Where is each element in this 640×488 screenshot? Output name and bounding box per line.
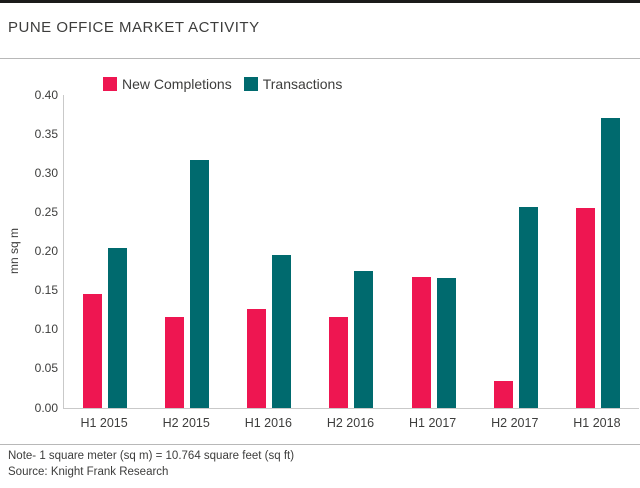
- legend-label: Transactions: [262, 76, 343, 92]
- bar-group: [228, 95, 310, 408]
- plot-area: [63, 95, 639, 409]
- y-tick-label: 0.35: [34, 126, 58, 141]
- new-completions-swatch-icon: [103, 77, 117, 91]
- x-tick-label: H2 2015: [162, 416, 210, 430]
- bar-transactions: [190, 160, 210, 408]
- x-tick-label: H2 2016: [326, 416, 375, 430]
- transactions-swatch-icon: [243, 77, 258, 91]
- bar-transactions: [272, 255, 292, 408]
- x-tick-label: H1 2018: [573, 416, 621, 430]
- x-tick-label: H1 2017: [409, 416, 457, 430]
- bar-group: [557, 95, 639, 408]
- x-tick-label: H2 2017: [491, 416, 539, 430]
- x-tick-label: H1 2015: [80, 416, 128, 430]
- legend-label: New Completions: [122, 76, 232, 92]
- bar-group: [310, 95, 392, 408]
- y-tick-label: 0.30: [34, 165, 58, 180]
- x-axis-labels: H1 2015 H2 2015 H1 2016 H2 2016 H1 2017 H2 20…: [63, 416, 638, 430]
- legend-item-transactions: Transactions: [243, 76, 343, 92]
- y-tick-label: 0.05: [34, 361, 58, 376]
- title-divider: [0, 58, 640, 59]
- bar-new-completions: [329, 317, 349, 408]
- note-text: Note- 1 square meter (sq m) = 10.764 squ…: [8, 450, 295, 462]
- bar-new-completions: [247, 309, 267, 408]
- footer-divider: [0, 444, 640, 445]
- source-text: Source: Knight Frank Research: [8, 466, 169, 478]
- bar-transactions: [600, 118, 620, 408]
- bar-transactions: [518, 207, 538, 408]
- bar-group: [146, 95, 228, 408]
- bar-new-completions: [575, 208, 595, 408]
- y-tick-label: 0.20: [34, 244, 58, 258]
- bar-group: [475, 95, 557, 408]
- bar-transactions: [354, 271, 374, 408]
- y-tick-label: 0.25: [34, 204, 58, 219]
- y-tick-label: 0.15: [34, 283, 58, 298]
- y-tick-label: 0.10: [34, 322, 58, 337]
- bar-group: [393, 95, 475, 408]
- bar-new-completions: [83, 294, 103, 408]
- bar-new-completions: [493, 381, 513, 408]
- y-tick-label: 0.00: [34, 400, 58, 415]
- bar-new-completions: [411, 277, 431, 408]
- x-tick-label: H1 2016: [244, 416, 292, 430]
- bar-transactions: [436, 278, 456, 408]
- legend-item-new-completions: New Completions: [103, 76, 232, 92]
- bar-group: [64, 95, 146, 408]
- bar-new-completions: [165, 317, 185, 408]
- chart-legend: New Completions Transactions: [103, 76, 342, 92]
- y-tick-label: 0.40: [34, 87, 58, 102]
- page-title: PUNE OFFICE MARKET ACTIVITY: [8, 19, 260, 36]
- bar-transactions: [108, 248, 128, 408]
